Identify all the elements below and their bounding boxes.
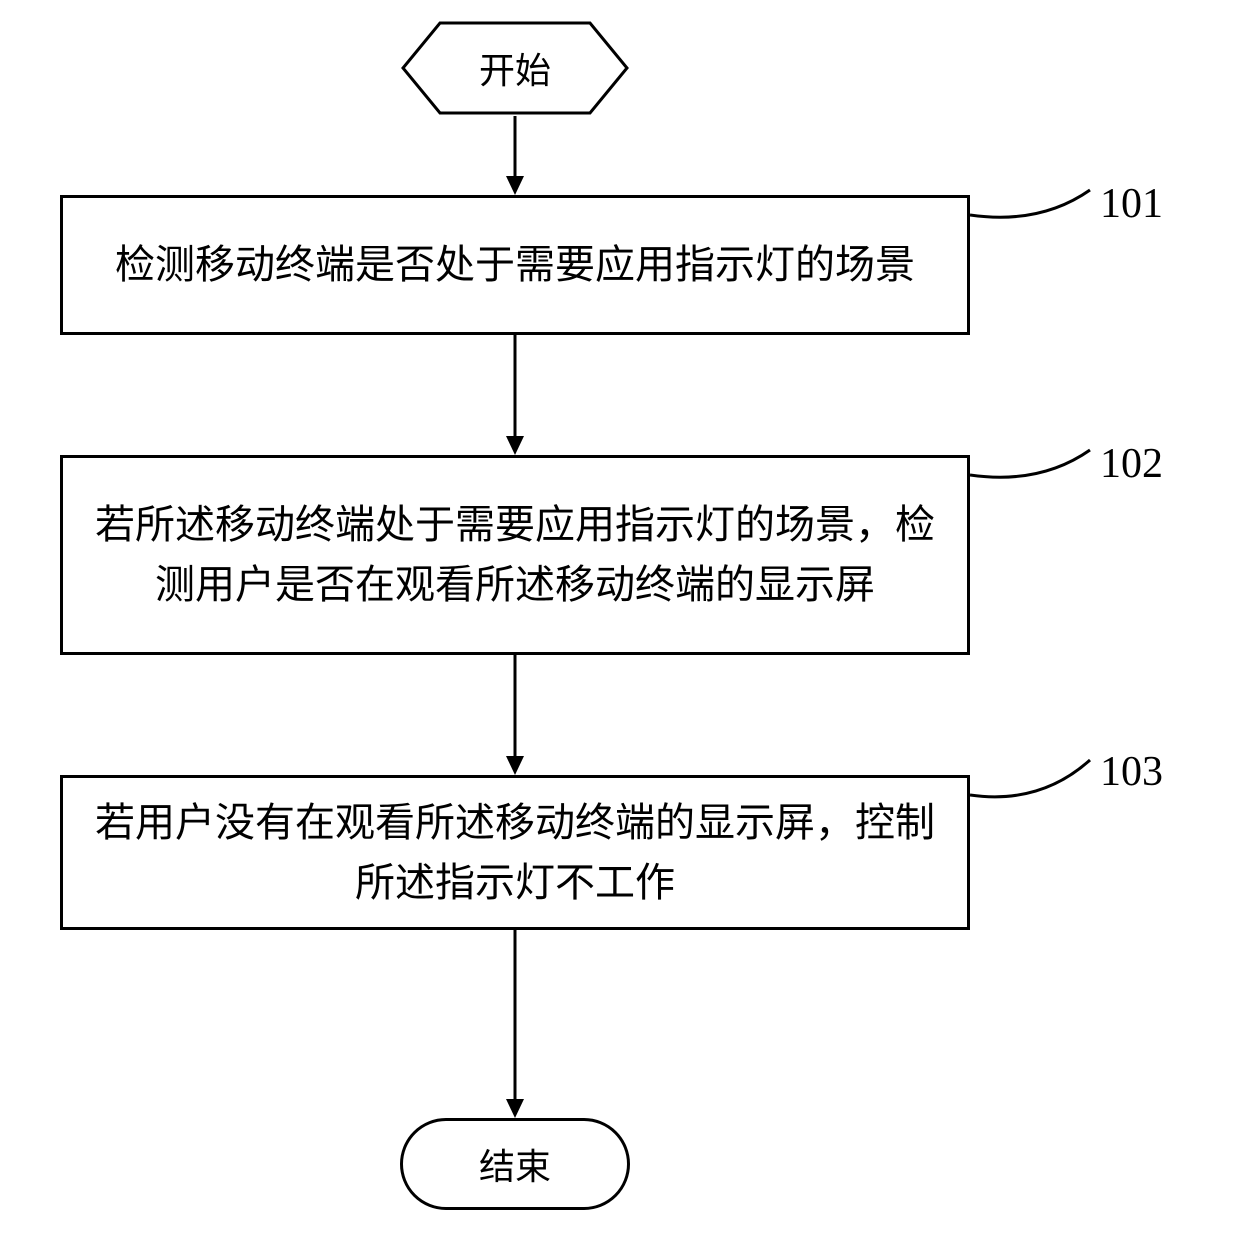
step2-node: 若所述移动终端处于需要应用指示灯的场景，检测用户是否在观看所述移动终端的显示屏 [60,455,970,655]
step2-label: 102 [1100,440,1163,488]
start-node: 开始 [400,20,630,116]
start-label: 开始 [479,42,551,94]
step3-text: 若用户没有在观看所述移动终端的显示屏，控制所述指示灯不工作 [93,793,937,913]
arrow-start-to-step1 [500,116,530,195]
step3-node: 若用户没有在观看所述移动终端的显示屏，控制所述指示灯不工作 [60,775,970,930]
callout-101 [970,180,1100,230]
step1-text: 检测移动终端是否处于需要应用指示灯的场景 [115,235,915,295]
flowchart-container: 开始 检测移动终端是否处于需要应用指示灯的场景 若所述移动终端处于需要应用指示灯… [0,0,1240,1252]
callout-103 [970,750,1100,810]
step2-text: 若所述移动终端处于需要应用指示灯的场景，检测用户是否在观看所述移动终端的显示屏 [93,495,937,615]
callout-102 [970,440,1100,490]
arrow-step2-to-step3 [500,655,530,775]
arrow-step1-to-step2 [500,335,530,455]
arrow-step3-to-end [500,930,530,1118]
step1-label: 101 [1100,180,1163,228]
end-label: 结束 [479,1138,551,1190]
end-node: 结束 [400,1118,630,1210]
step1-node: 检测移动终端是否处于需要应用指示灯的场景 [60,195,970,335]
step3-label: 103 [1100,748,1163,796]
